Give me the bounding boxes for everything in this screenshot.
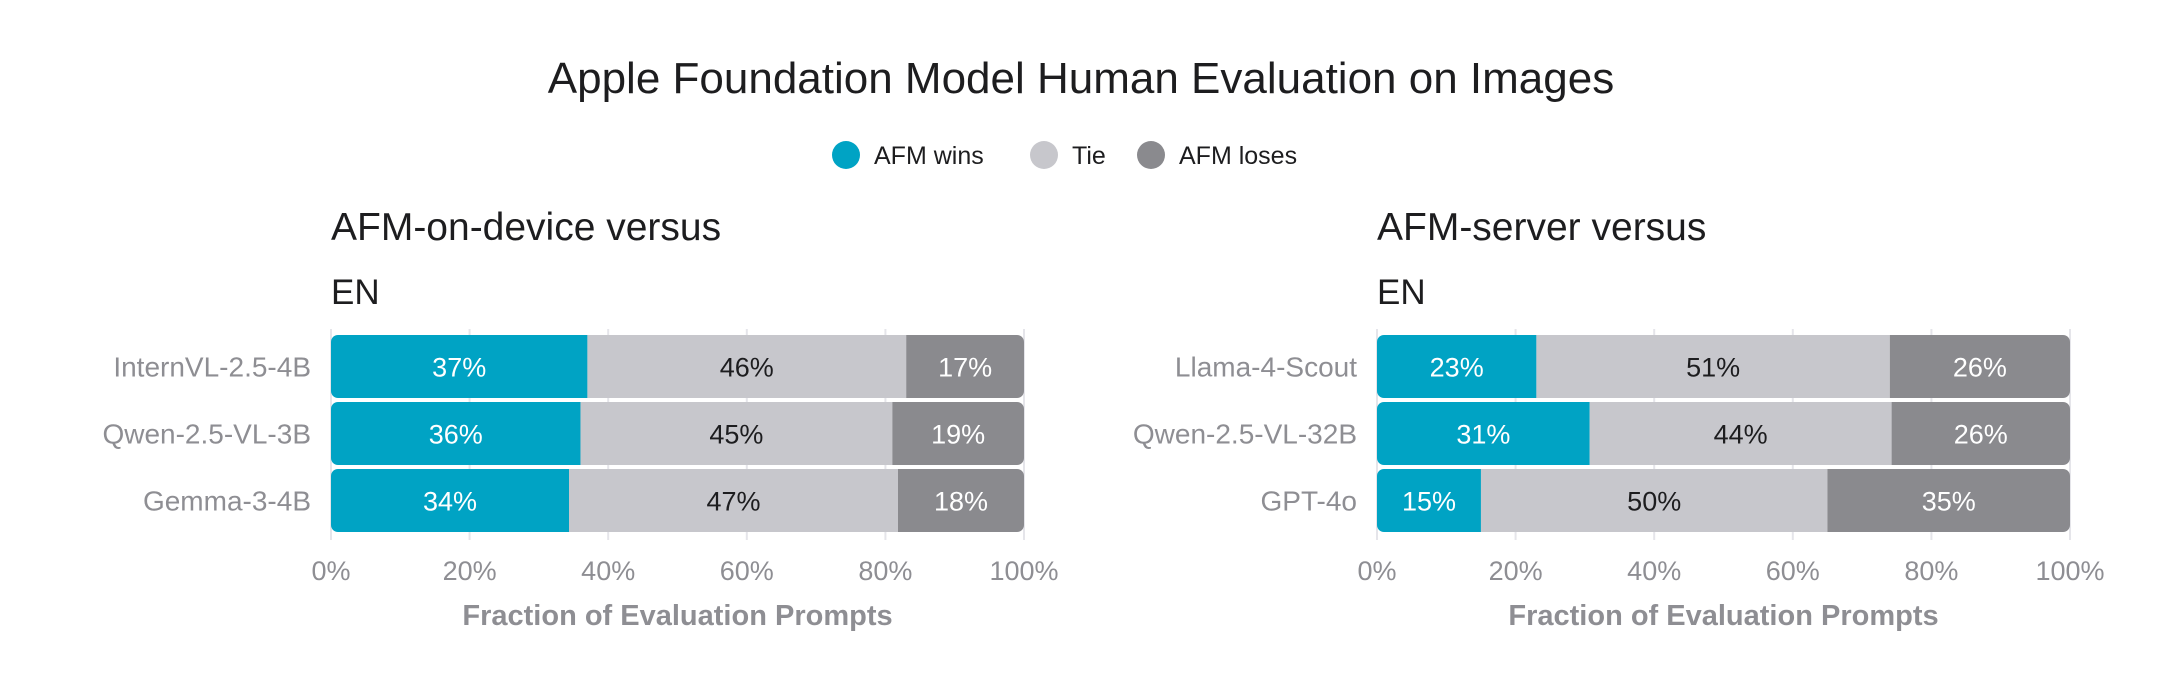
bar-segment-afm-loses [898, 469, 1024, 532]
x-tick-label: 40% [581, 556, 635, 586]
category-label: GPT-4o [1261, 486, 1357, 517]
bar-row: Qwen-2.5-VL-32B 31% 44% 26% [1133, 402, 2070, 465]
bar-row: Qwen-2.5-VL-3B 36% 45% 19% [102, 402, 1024, 465]
bar-row: Gemma-3-4B 34% 47% 18% [143, 469, 1024, 532]
chart-title: Apple Foundation Model Human Evaluation … [548, 54, 1614, 103]
legend-swatch [1137, 141, 1165, 169]
legend-label: AFM wins [874, 142, 984, 170]
data-label: 36% [429, 420, 483, 450]
data-label: 47% [706, 487, 760, 517]
bar-segment-afm-wins [1377, 335, 1537, 398]
bar-segment-tie [580, 402, 893, 465]
category-label: Gemma-3-4B [143, 486, 311, 517]
data-label: 34% [423, 487, 477, 517]
legend: AFM wins Tie AFM loses [832, 141, 1297, 170]
data-label: 31% [1456, 420, 1510, 450]
data-label: 50% [1627, 487, 1681, 517]
legend-label: Tie [1072, 142, 1106, 170]
bar-segment-tie [1589, 402, 1892, 465]
category-label: Qwen-2.5-VL-3B [102, 419, 311, 450]
bar-segment-afm-wins [1377, 402, 1590, 465]
x-tick-label: 0% [311, 556, 350, 586]
data-label: 19% [931, 420, 985, 450]
legend-swatch [832, 141, 860, 169]
x-tick-label: 80% [1904, 556, 1958, 586]
category-label: InternVL-2.5-4B [113, 352, 311, 383]
data-label: 45% [709, 420, 763, 450]
panel-2: AFM-server versus EN 0% 20% 40% 60% 80% 100% Fra… [1133, 206, 2105, 632]
panel-subtitle: EN [331, 273, 380, 312]
bar-segment-afm-wins [331, 402, 581, 465]
data-label: 26% [1954, 420, 2008, 450]
panel-subtitle: EN [1377, 273, 1426, 312]
x-axis-label: Fraction of Evaluation Prompts [462, 600, 892, 632]
x-tick-label: 60% [1766, 556, 1820, 586]
bar-segment-tie [1480, 469, 1828, 532]
x-tick-label: 60% [720, 556, 774, 586]
bar-segment-afm-wins [331, 469, 569, 532]
bar-row: GPT-4o 15% 50% 35% [1261, 469, 2070, 532]
bar-segment-tie [587, 335, 907, 398]
x-axis-label: Fraction of Evaluation Prompts [1508, 600, 1938, 632]
x-tick-label: 20% [443, 556, 497, 586]
bar-segment-afm-loses [1891, 402, 2070, 465]
data-label: 18% [934, 487, 988, 517]
legend-label: AFM loses [1179, 142, 1297, 170]
legend-swatch [1030, 141, 1058, 169]
bar-segment-afm-wins [1377, 469, 1481, 532]
panel-title: AFM-server versus [1377, 206, 1706, 249]
x-tick-label: 80% [858, 556, 912, 586]
data-label: 44% [1714, 420, 1768, 450]
data-label: 17% [938, 353, 992, 383]
data-label: 37% [432, 353, 486, 383]
bar-segment-afm-wins [331, 335, 588, 398]
bar-segment-tie [1536, 335, 1890, 398]
x-tick-label: 100% [989, 556, 1058, 586]
x-tick-label: 40% [1627, 556, 1681, 586]
bar-segment-afm-loses [1889, 335, 2070, 398]
bar-row: Llama-4-Scout 23% 51% 26% [1175, 335, 2070, 398]
bar-segment-tie [569, 469, 898, 532]
panel-1: AFM-on-device versus EN 0% 20% 40% 60% 80% 100%… [102, 206, 1058, 632]
data-label: 46% [720, 353, 774, 383]
bar-row: InternVL-2.5-4B 37% 46% 17% [113, 335, 1024, 398]
bar-segment-afm-loses [1827, 469, 2070, 532]
data-label: 35% [1922, 487, 1976, 517]
x-tick-label: 0% [1357, 556, 1396, 586]
bar-segment-afm-loses [906, 335, 1024, 398]
data-label: 23% [1430, 353, 1484, 383]
bar-segment-afm-loses [892, 402, 1024, 465]
x-tick-label: 100% [2035, 556, 2104, 586]
panel-title: AFM-on-device versus [331, 206, 721, 249]
category-label: Llama-4-Scout [1175, 352, 1357, 383]
data-label: 26% [1953, 353, 2007, 383]
category-label: Qwen-2.5-VL-32B [1133, 419, 1357, 450]
data-label: 15% [1402, 487, 1456, 517]
data-label: 51% [1686, 353, 1740, 383]
x-tick-label: 20% [1489, 556, 1543, 586]
